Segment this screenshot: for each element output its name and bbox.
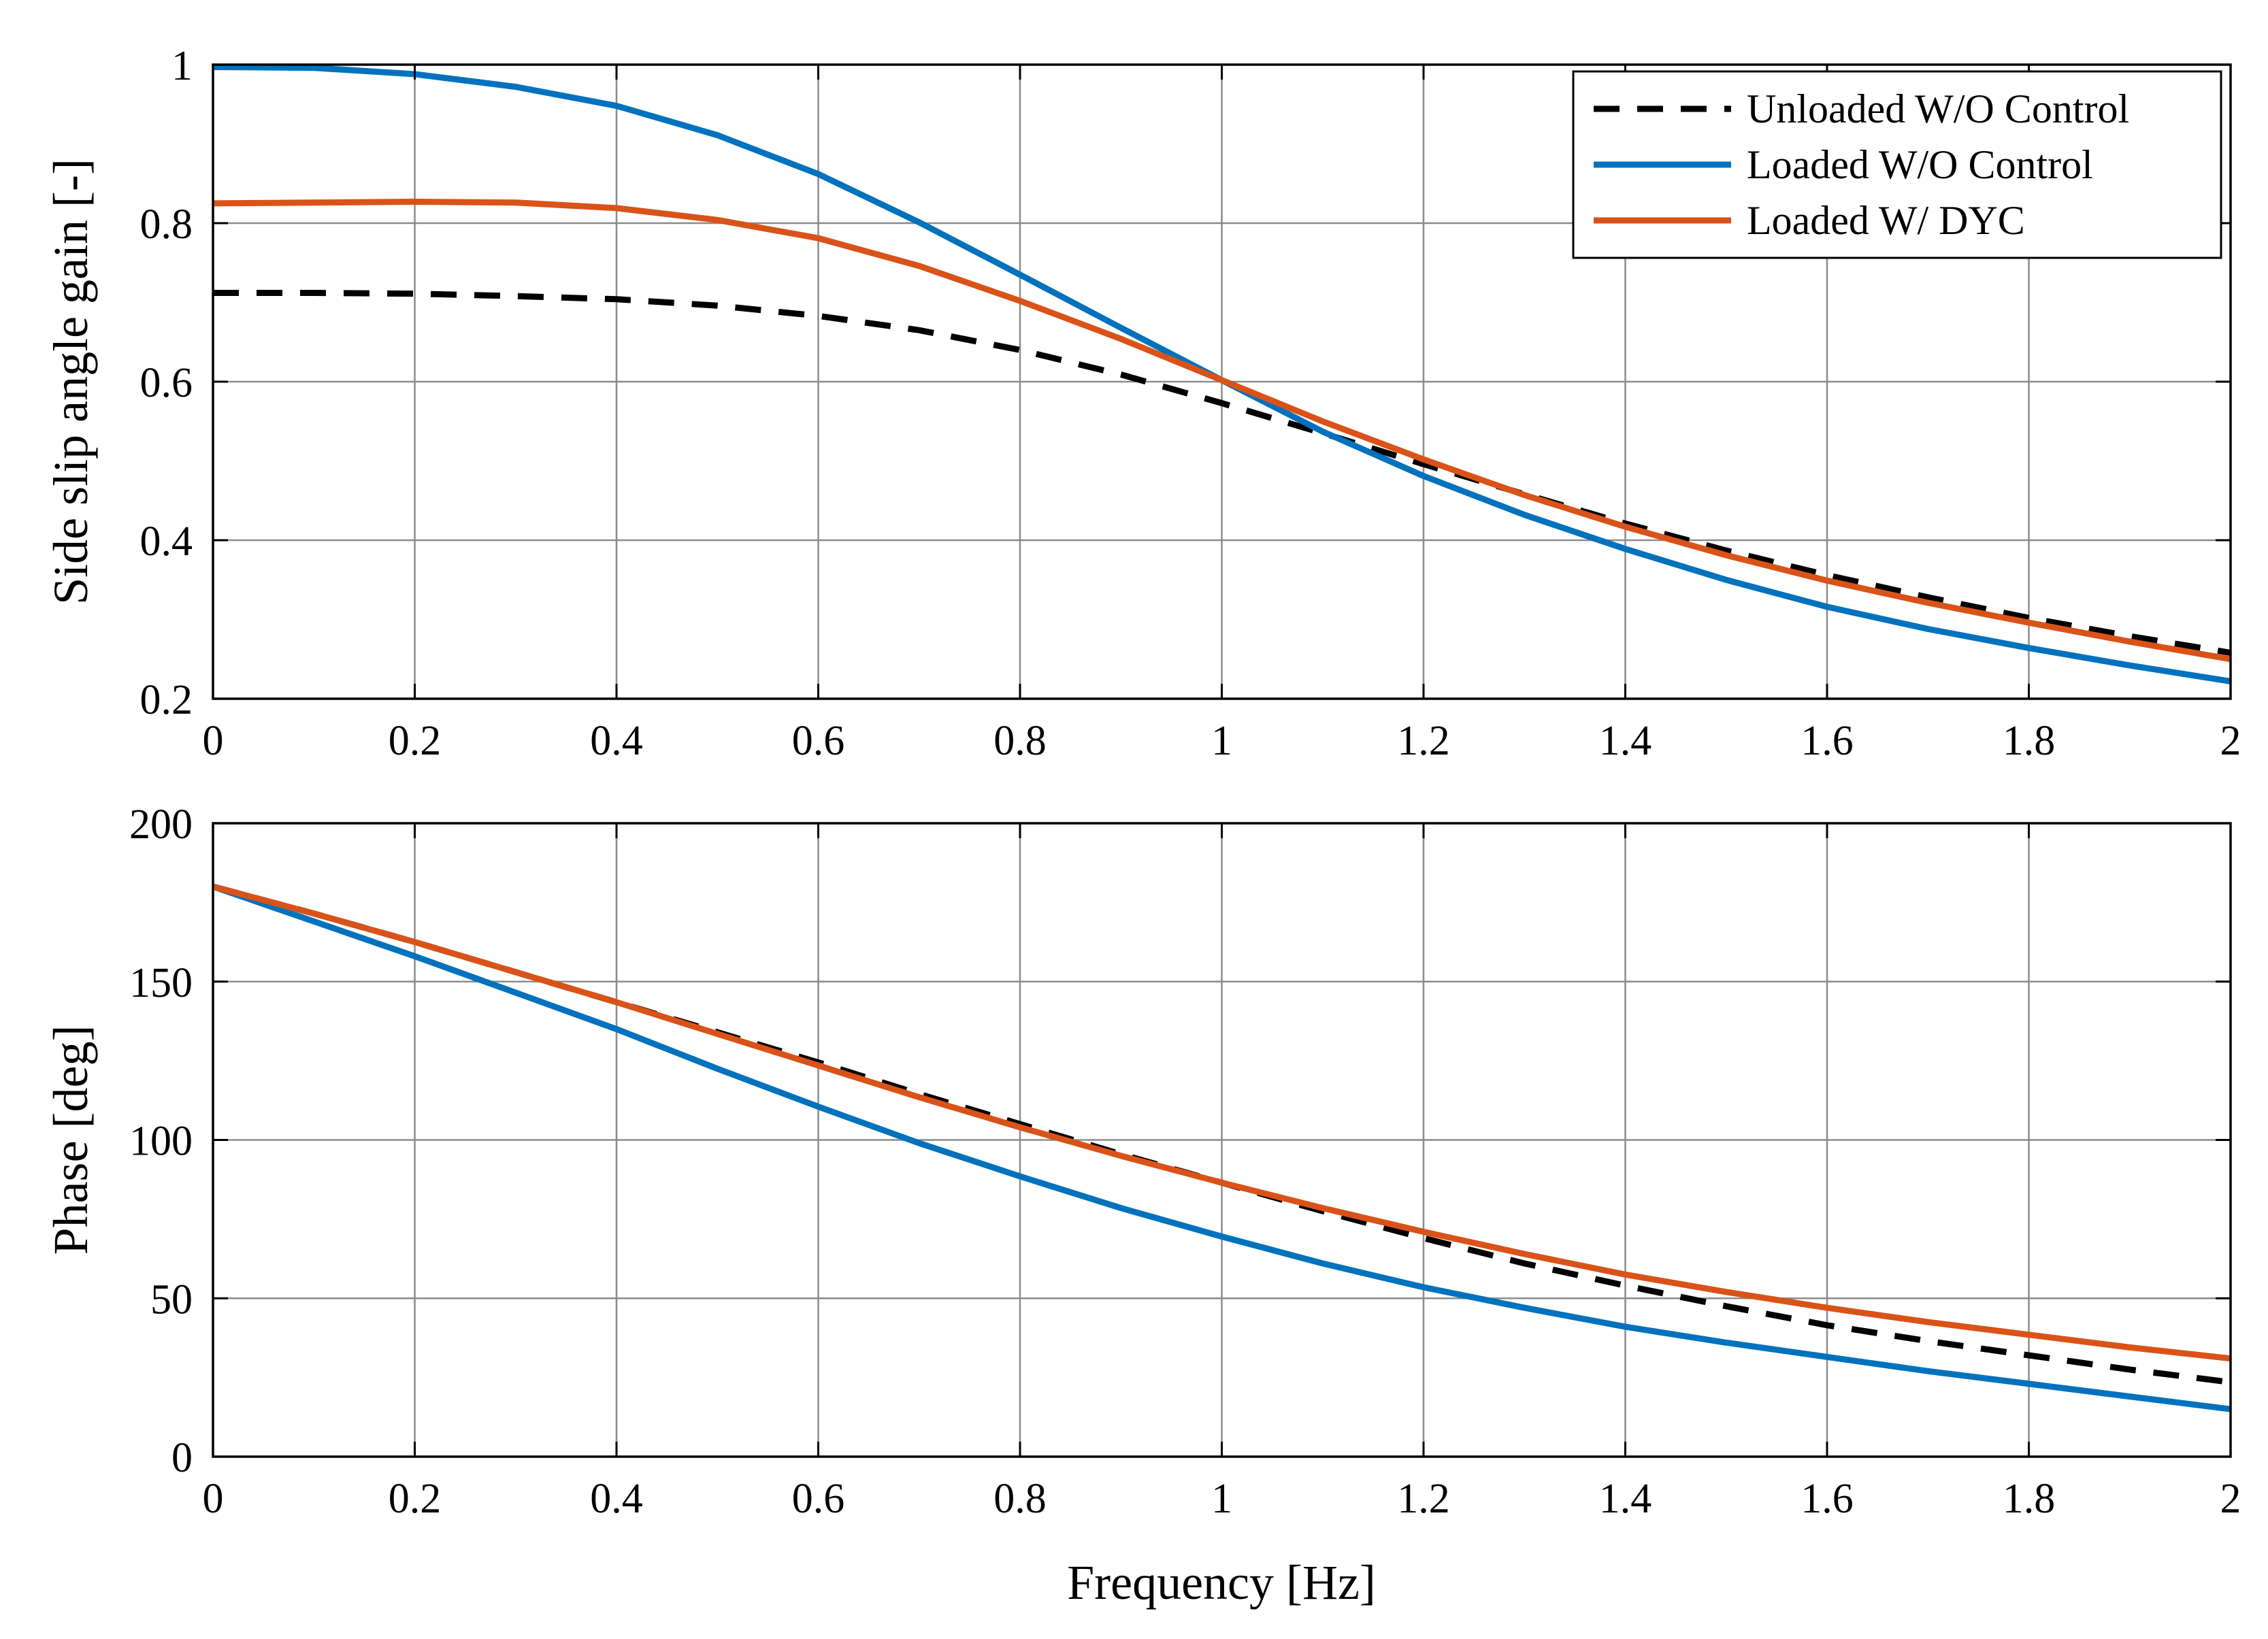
legend-label: Loaded W/ DYC [1747, 198, 2025, 243]
y-axis-label: Phase [deg] [44, 1025, 98, 1255]
y-axis-label: Side slip angle gain [-] [44, 159, 98, 605]
x-tick-label: 0.4 [590, 718, 643, 764]
x-tick-label: 1.8 [2003, 718, 2056, 764]
x-tick-label: 0 [203, 718, 224, 764]
y-tick-label: 200 [129, 801, 193, 848]
x-tick-label: 1 [1211, 1476, 1232, 1522]
y-tick-label: 0.6 [140, 360, 193, 406]
y-tick-label: 0.2 [140, 677, 193, 723]
x-tick-label: 2 [2220, 718, 2241, 764]
x-tick-label: 0.6 [792, 1476, 845, 1522]
series-line-loaded-w-dyc [212, 883, 2231, 1362]
y-tick-label: 0.8 [140, 201, 193, 248]
phase-panel: 0 0.2 0.4 0.6 0.8 1 1.2 1.4 1.6 1.8 2 0 50 100 150 200 P… [44, 801, 2241, 1522]
y-tick-label: 0 [171, 1435, 193, 1481]
x-tick-label: 1.8 [2003, 1476, 2056, 1522]
x-tick-label: 0.8 [993, 718, 1047, 764]
y-tick-label: 100 [129, 1119, 193, 1165]
y-tick-label: 50 [150, 1276, 193, 1323]
x-tick-label: 0.8 [993, 1476, 1047, 1522]
legend-label: Unloaded W/O Control [1747, 86, 2129, 131]
x-tick-label: 2 [2220, 1476, 2241, 1522]
series-line-loaded-w-dyc [212, 199, 2231, 663]
x-tick-label: 0.2 [389, 718, 442, 764]
x-tick-label: 0 [203, 1476, 224, 1522]
y-tick-label: 1 [171, 43, 193, 89]
x-tick-label: 1.4 [1599, 1476, 1652, 1522]
x-tick-label: 1 [1211, 718, 1232, 764]
x-tick-label: 1.2 [1397, 1476, 1450, 1522]
x-tick-label: 1.6 [1801, 1476, 1854, 1522]
legend-label: Loaded W/O Control [1747, 142, 2093, 187]
legend: Unloaded W/O Control Loaded W/O Control Lo… [1572, 70, 2222, 259]
x-tick-label: 0.2 [389, 1476, 442, 1522]
x-tick-label: 1.2 [1397, 718, 1450, 764]
y-tick-label: 150 [129, 960, 193, 1006]
x-tick-label: 1.4 [1599, 718, 1652, 764]
x-tick-label: 0.6 [792, 718, 845, 764]
x-tick-label: 1.6 [1801, 718, 1854, 764]
series-line-loaded-w-o-control [212, 883, 2231, 1412]
y-tick-label: 0.4 [140, 518, 193, 565]
x-axis-label: Frequency [Hz] [1067, 1555, 1376, 1610]
series-line-unloaded-w-o-control [213, 290, 2231, 656]
x-tick-label: 0.4 [590, 1476, 643, 1522]
